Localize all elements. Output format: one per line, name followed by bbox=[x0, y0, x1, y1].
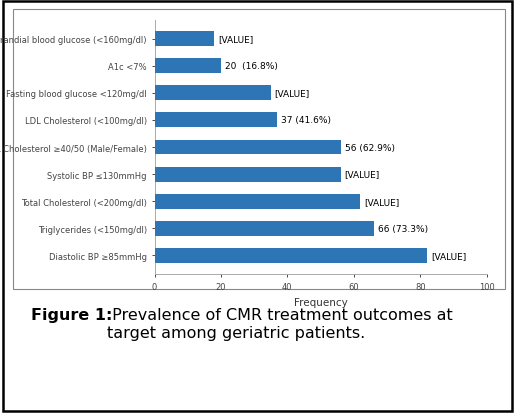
Text: [VALUE]: [VALUE] bbox=[365, 197, 400, 206]
Text: 20  (16.8%): 20 (16.8%) bbox=[225, 62, 278, 71]
Text: [VALUE]: [VALUE] bbox=[345, 170, 380, 179]
Text: [VALUE]: [VALUE] bbox=[274, 89, 310, 98]
Text: Prevalence of CMR treatment outcomes at
target among geriatric patients.: Prevalence of CMR treatment outcomes at … bbox=[107, 308, 453, 340]
Text: 66 (73.3%): 66 (73.3%) bbox=[377, 224, 428, 233]
Bar bbox=[154, 248, 427, 263]
Bar bbox=[154, 59, 221, 74]
Bar bbox=[154, 194, 360, 209]
Bar bbox=[154, 113, 278, 128]
FancyBboxPatch shape bbox=[13, 10, 505, 289]
Bar bbox=[154, 32, 214, 47]
Text: 37 (41.6%): 37 (41.6%) bbox=[281, 116, 331, 125]
X-axis label: Frequency: Frequency bbox=[294, 297, 348, 307]
Text: Figure 1:: Figure 1: bbox=[31, 308, 112, 323]
Text: 56 (62.9%): 56 (62.9%) bbox=[345, 143, 394, 152]
Text: [VALUE]: [VALUE] bbox=[431, 251, 466, 260]
Bar bbox=[154, 221, 374, 236]
Bar bbox=[154, 167, 340, 182]
Text: [VALUE]: [VALUE] bbox=[218, 35, 253, 44]
Bar bbox=[154, 140, 340, 155]
Bar bbox=[154, 86, 271, 101]
